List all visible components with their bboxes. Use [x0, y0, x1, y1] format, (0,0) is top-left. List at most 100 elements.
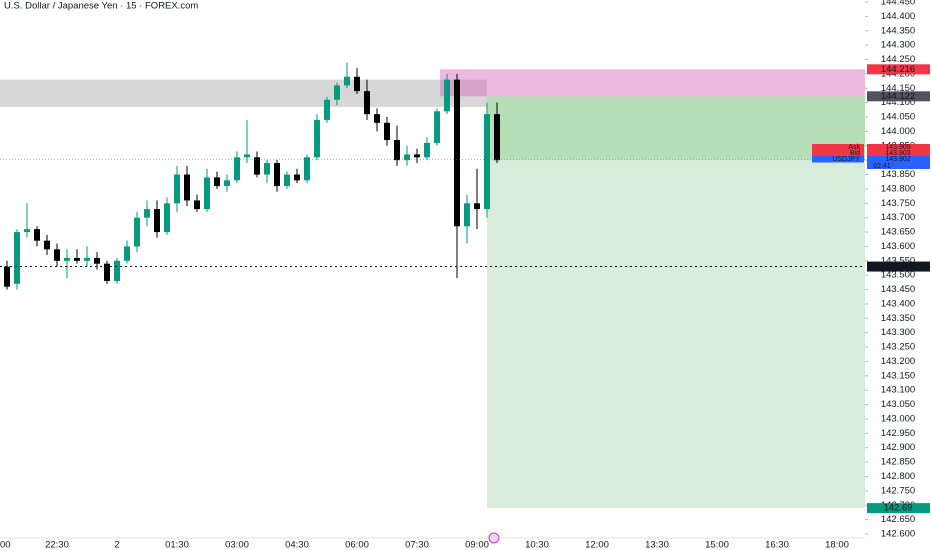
x-tick-label: 00	[0, 540, 11, 550]
quote-value-bg	[867, 144, 930, 151]
x-tick-label: 22:30	[45, 540, 69, 550]
zone	[440, 69, 865, 97]
candle-body	[434, 111, 440, 143]
candle-body	[174, 174, 180, 204]
price-label-bg	[867, 261, 930, 272]
quote-tag: USDJPY	[832, 156, 860, 163]
candle-body	[404, 154, 410, 161]
x-tick-label: 18:00	[825, 540, 849, 550]
y-tick-label: 143.800	[881, 183, 915, 194]
candle-body	[354, 76, 360, 92]
candle-body	[94, 257, 100, 264]
y-tick-label: 143.450	[881, 284, 915, 295]
x-tick-label: 04:30	[285, 540, 309, 550]
y-tick-label: 142.750	[881, 485, 915, 496]
candle-body	[84, 257, 90, 261]
y-tick-label: 142.850	[881, 457, 915, 468]
y-tick-label: 144.300	[881, 40, 915, 51]
event-icon[interactable]	[488, 532, 500, 544]
candle-body	[74, 257, 80, 261]
countdown-bg	[867, 162, 930, 169]
y-tick-label: 144.350	[881, 25, 915, 36]
y-tick-label: 144.400	[881, 11, 915, 22]
candle-body	[374, 114, 380, 123]
candle-body	[414, 154, 420, 158]
chart-title: U.S. Dollar / Japanese Yen · 15 · FOREX.…	[4, 1, 198, 12]
y-tick-label: 144.450	[881, 0, 915, 8]
candle-body	[204, 177, 210, 210]
candle-body	[264, 163, 270, 175]
candle-body	[14, 232, 20, 284]
candle-body	[64, 257, 70, 261]
y-tick-label: 142.600	[881, 529, 915, 540]
y-tick-label: 143.300	[881, 327, 915, 338]
y-tick-label: 142.650	[881, 514, 915, 525]
candle-body	[424, 142, 430, 158]
y-tick-label: 143.350	[881, 313, 915, 324]
candle-body	[24, 229, 30, 233]
y-tick-label: 143.750	[881, 198, 915, 209]
candle-body	[234, 157, 240, 181]
y-tick-label: 143.500	[881, 270, 915, 281]
y-tick-label: 143.200	[881, 356, 915, 367]
zone	[487, 96, 865, 160]
candle-body	[244, 154, 250, 158]
quote-tag-bg	[812, 144, 864, 151]
y-tick-label: 144.050	[881, 112, 915, 123]
y-tick-label: 143.700	[881, 212, 915, 223]
quote-tag: Bid	[850, 150, 860, 157]
y-tick-label: 143.050	[881, 399, 915, 410]
quote-value: 143.902	[885, 156, 910, 163]
price-label: 144.216	[881, 64, 915, 75]
y-tick-label: 142.950	[881, 428, 915, 439]
x-tick-label: 2	[114, 540, 119, 550]
x-tick-label: 15:00	[705, 540, 729, 550]
candle-body	[474, 203, 480, 210]
price-label-bg	[867, 91, 930, 102]
zones	[0, 69, 865, 509]
y-tick-label: 144.100	[881, 97, 915, 108]
y-tick-label: 144.000	[881, 126, 915, 137]
candle-body	[134, 217, 140, 247]
price-label-bg	[867, 64, 930, 75]
candle-body	[294, 174, 300, 181]
y-tick-label: 143.000	[881, 413, 915, 424]
y-tick-label: 142.800	[881, 471, 915, 482]
candle-body	[154, 209, 160, 233]
candle-body	[224, 180, 230, 187]
y-tick-label: 143.400	[881, 298, 915, 309]
quote-tag-bg	[812, 150, 864, 157]
candle-body	[484, 114, 490, 210]
x-tick-label: 10:30	[525, 540, 549, 550]
candle-body	[44, 240, 50, 250]
x-tick-label: 01:30	[165, 540, 189, 550]
candle-body	[254, 157, 260, 175]
x-tick-label: 03:00	[225, 540, 249, 550]
x-tick-label: 09:00	[465, 540, 489, 550]
zone	[487, 96, 865, 509]
plot	[0, 62, 865, 290]
candle-body	[304, 157, 310, 181]
candle-body	[194, 200, 200, 210]
x-tick-label: 13:30	[645, 540, 669, 550]
quote-tag-bg	[812, 156, 864, 163]
price-label: 143.53	[883, 261, 912, 272]
x-tick-label: 12:00	[585, 540, 609, 550]
y-tick-label: 142.900	[881, 442, 915, 453]
price-label: 144.122	[881, 91, 915, 102]
candle-body	[184, 174, 190, 201]
y-tick-label: 144.250	[881, 54, 915, 65]
y-tick-label: 143.150	[881, 370, 915, 381]
countdown: 02:41	[873, 163, 891, 170]
candle-body	[444, 79, 450, 112]
candle-body	[334, 85, 340, 100]
candle-body	[494, 114, 500, 161]
candle-body	[384, 122, 390, 141]
candle-body	[34, 229, 40, 241]
candle-body	[464, 203, 470, 227]
candle-body	[274, 163, 280, 187]
y-tick-label: 143.600	[881, 241, 915, 252]
candle-body	[164, 203, 170, 233]
y-tick-label: 143.650	[881, 227, 915, 238]
